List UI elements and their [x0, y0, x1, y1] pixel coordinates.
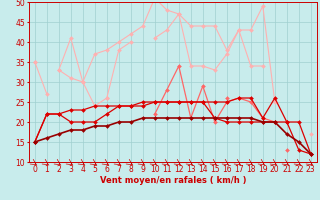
X-axis label: Vent moyen/en rafales ( km/h ): Vent moyen/en rafales ( km/h )	[100, 176, 246, 185]
